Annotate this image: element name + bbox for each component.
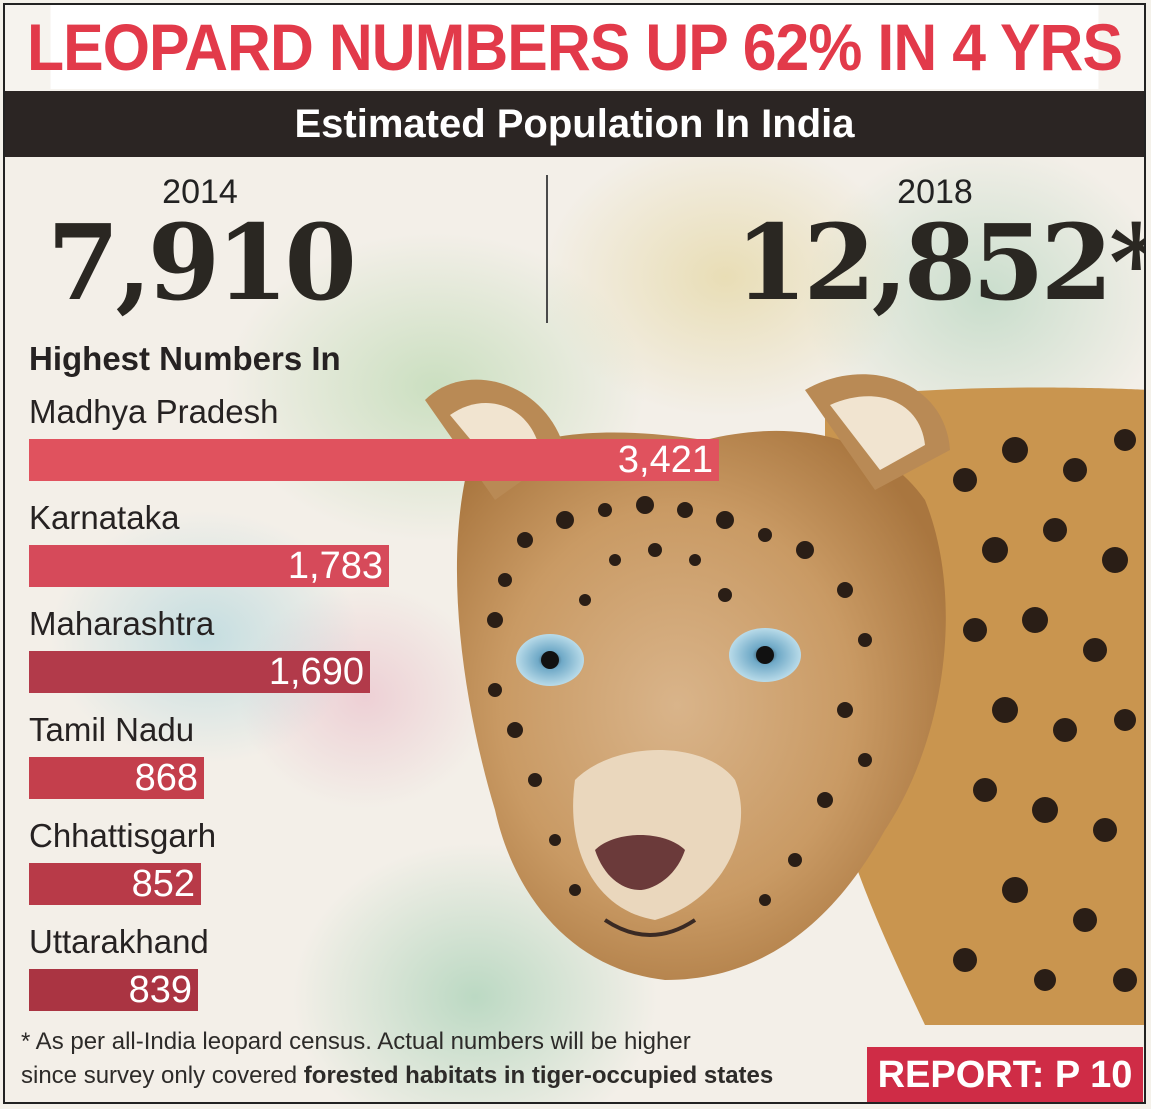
year-2014-label: 2014: [162, 173, 238, 211]
bar-label-maharashtra: Maharashtra: [29, 605, 215, 642]
footnote-line-1: * As per all-India leopard census. Actua…: [21, 1028, 691, 1055]
report-badge: REPORT: P 10: [867, 1047, 1143, 1102]
year-2018: 2018: [860, 173, 1010, 212]
bar-label-tamil-nadu: Tamil Nadu: [29, 711, 195, 748]
bar-value-label: 839: [128, 968, 192, 1011]
bar-uttarakhand: 839: [29, 969, 198, 1011]
bar-label-uttarakhand: Uttarakhand: [29, 923, 209, 960]
year-2018-value-block: 12,852*: [735, 201, 1146, 324]
leopard-illustration: [425, 374, 1144, 1025]
bar-label-karnataka: Karnataka: [29, 499, 180, 536]
bar-value-label: 1,783: [287, 544, 383, 587]
year-2018-value: 12,852*: [735, 201, 1146, 324]
bar-tamil-nadu: 868: [29, 757, 204, 799]
bar-madhya-pradesh: 3,421: [29, 439, 719, 481]
year-2018-label: 2018: [897, 173, 973, 211]
infographic: LEOPARD NUMBERS UP 62% IN 4 YRS Estimate…: [3, 3, 1146, 1104]
bar-value-label: 3,421: [617, 438, 713, 481]
subtitle-band: Estimated Population In India: [5, 91, 1144, 157]
footnote-bold: forested habitats in tiger-occupied stat…: [303, 1062, 774, 1089]
bar-chhattisgarh: 852: [29, 863, 201, 905]
bar-label-madhya-pradesh: Madhya Pradesh: [29, 393, 279, 430]
subtitle: Estimated Population In India: [294, 101, 855, 146]
headline: LEOPARD NUMBERS UP 62% IN 4 YRS: [27, 5, 1123, 89]
bar-value-label: 868: [134, 756, 198, 799]
footnote-line-2: since survey only covered forested habit…: [21, 1059, 851, 1093]
bar-value-label: 1,690: [268, 650, 364, 693]
chart-title: Highest Numbers In: [29, 340, 341, 377]
year-2014-value: 7,910: [47, 201, 357, 324]
bar-label-chhattisgarh: Chhattisgarh: [29, 817, 217, 854]
footnote-plain: since survey only covered: [21, 1062, 304, 1089]
leopard-spots: [487, 429, 1137, 992]
bar-value-label: 852: [131, 862, 195, 905]
year-2014: 2014: [125, 173, 275, 212]
year-2014-value-block: 7,910: [45, 201, 357, 324]
footnote: * As per all-India leopard census. Actua…: [21, 1025, 851, 1093]
bar-maharashtra: 1,690: [29, 651, 370, 693]
divider: [546, 175, 548, 323]
bar-karnataka: 1,783: [29, 545, 389, 587]
